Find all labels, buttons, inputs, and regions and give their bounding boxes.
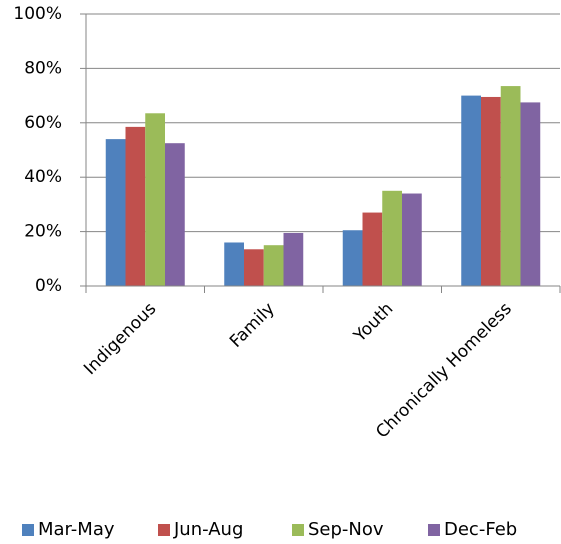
bar (500, 86, 521, 286)
bar (402, 193, 422, 286)
y-tick-label: 40% (24, 167, 62, 187)
legend-swatch (22, 524, 34, 536)
legend-swatch (428, 524, 440, 536)
bar (283, 232, 304, 286)
x-tick-label: Youth (349, 299, 397, 347)
y-tick-label: 60% (24, 113, 62, 133)
bar (362, 212, 383, 286)
x-tick-label: Chronically Homeless (372, 299, 516, 443)
legend-swatch (158, 524, 170, 536)
bar (382, 190, 402, 286)
bar (481, 96, 501, 287)
legend-swatch (292, 524, 304, 536)
bar (461, 95, 481, 286)
bar (263, 245, 284, 286)
y-tick-label: 80% (24, 58, 62, 78)
y-tick-label: 100% (13, 4, 62, 24)
bar (244, 249, 264, 286)
bar (342, 230, 363, 286)
bar (520, 102, 541, 287)
legend-label: Jun-Aug (173, 519, 243, 540)
bar (125, 126, 146, 286)
y-tick-label: 20% (24, 222, 62, 242)
x-tick-label: Indigenous (80, 299, 160, 379)
legend-label: Sep-Nov (308, 519, 384, 540)
bar (105, 139, 126, 286)
x-tick-label: Family (226, 299, 279, 352)
y-tick-label: 0% (35, 276, 62, 296)
legend-label: Dec-Feb (444, 519, 517, 540)
bar (165, 143, 185, 286)
legend-label: Mar-May (38, 519, 115, 540)
bar (145, 113, 165, 286)
bar (224, 242, 244, 286)
